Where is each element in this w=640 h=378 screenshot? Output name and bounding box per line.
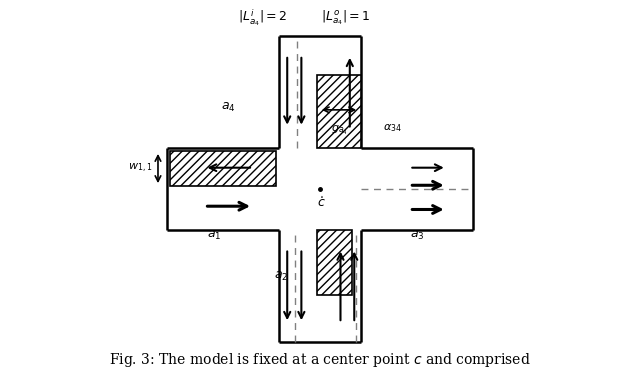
Text: $|L^o_{a_4}| = 1$: $|L^o_{a_4}| = 1$ xyxy=(321,8,371,27)
Bar xyxy=(170,151,276,186)
Bar xyxy=(317,75,361,148)
Text: $g_{a_4}$: $g_{a_4}$ xyxy=(330,124,348,137)
Text: $|L^i_{a_4}| = 2$: $|L^i_{a_4}| = 2$ xyxy=(237,7,287,28)
Text: Fig. 3: The model is fixed at a center point $c$ and comprised: Fig. 3: The model is fixed at a center p… xyxy=(109,350,531,369)
Text: $a_2$: $a_2$ xyxy=(274,270,288,283)
Text: $a_3$: $a_3$ xyxy=(410,229,424,242)
Text: $a_4$: $a_4$ xyxy=(221,101,236,114)
Text: $\mathring{c}$: $\mathring{c}$ xyxy=(317,196,326,211)
Text: $w_{1,1}$: $w_{1,1}$ xyxy=(128,162,152,175)
Text: $a_1$: $a_1$ xyxy=(207,229,221,242)
Text: $\alpha_{34}$: $\alpha_{34}$ xyxy=(383,122,401,134)
Bar xyxy=(317,230,351,295)
